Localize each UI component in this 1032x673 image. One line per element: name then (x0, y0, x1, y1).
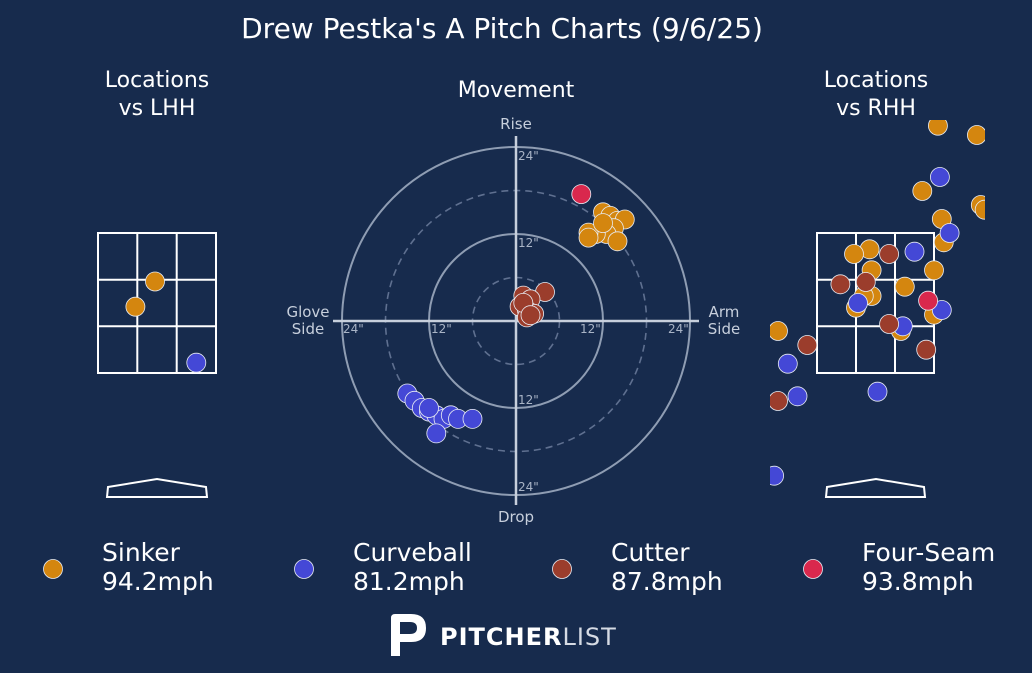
rhh-point-sinker (770, 321, 788, 341)
movement-point-curveball (419, 398, 439, 418)
legend-marker-four-seam (803, 559, 823, 579)
rhh-point-cutter (855, 272, 876, 292)
rhh-points (726, 120, 985, 486)
movement-points (397, 184, 635, 444)
rhh-point-curveball (867, 381, 888, 402)
rhh-point-curveball (787, 386, 808, 407)
brand-text: PITCHERLIST (440, 623, 617, 651)
rhh-point-sinker (967, 125, 985, 145)
glove-side-label-line1: Glove (286, 303, 329, 321)
arm-side-label-line2: Side (708, 320, 740, 338)
drop-label: Drop (498, 508, 534, 526)
lhh-point-sinker (125, 296, 146, 317)
legend-label-cutter: Cutter (611, 538, 690, 567)
rhh-point-cutter (916, 339, 937, 360)
lhh-panel: Locations vs LHH (97, 68, 217, 498)
rhh-point-curveball (931, 300, 952, 320)
chart-title: Drew Pestka's A Pitch Charts (9/6/25) (241, 12, 763, 45)
movement-point-sinker (593, 213, 613, 234)
legend-velo-sinker: 94.2mph (102, 567, 214, 596)
legend-velo-cutter: 87.8mph (611, 567, 723, 596)
movement-point-sinker (607, 231, 628, 252)
rhh-point-cutter (879, 244, 899, 264)
movement-point-curveball (462, 408, 483, 429)
legend-marker-cutter (552, 559, 572, 579)
rhh-point-four-seam (918, 290, 938, 311)
rhh-point-cutter (879, 314, 899, 334)
ring-label-right-24: 24" (668, 322, 689, 336)
rhh-point-sinker (928, 120, 948, 136)
ring-label-bottom-12: 12" (518, 393, 539, 407)
movement-point-sinker (578, 227, 599, 248)
rhh-point-curveball (939, 223, 960, 243)
pitcherlist-logo: PITCHERLIST (391, 614, 617, 656)
ring-label-left-24: 24" (343, 322, 364, 336)
rhh-point-sinker (974, 199, 985, 220)
legend-velo-curveball: 81.2mph (353, 567, 465, 596)
rhh-point-curveball (777, 353, 798, 374)
rise-label: Rise (500, 115, 532, 133)
rhh-point-cutter (770, 391, 788, 411)
movement-title: Movement (458, 78, 575, 103)
rhh-point-curveball (770, 465, 784, 486)
lhh-point-curveball (186, 352, 207, 373)
rhh-point-sinker (844, 244, 864, 264)
ring-label-top-24: 24" (518, 149, 539, 163)
movement-point-cutter (520, 305, 541, 326)
rhh-panel: Locations vs RHH (726, 68, 985, 498)
glove-side-label-line2: Side (292, 320, 324, 338)
brand-light: LIST (562, 623, 616, 651)
legend-marker-curveball (294, 559, 314, 579)
ring-label-left-12: 12" (431, 322, 452, 336)
legend-marker-sinker (43, 559, 63, 579)
rhh-point-cutter (797, 335, 818, 355)
movement-point-four-seam (571, 184, 592, 205)
arm-side-label-line1: Arm (709, 303, 740, 321)
legend-label-sinker: Sinker (102, 538, 181, 567)
lhh-strike-zone (97, 232, 217, 374)
rhh-point-sinker (924, 260, 944, 281)
lhh-points (125, 271, 207, 373)
rhh-point-cutter (830, 274, 851, 295)
pitcherlist-p-icon (391, 614, 426, 656)
lhh-title-line2: vs LHH (119, 96, 196, 121)
rhh-point-sinker (894, 276, 915, 297)
lhh-home-plate (105, 477, 209, 498)
legend-label-curveball: Curveball (353, 538, 472, 567)
lhh-point-sinker (145, 271, 165, 292)
rhh-title-line2: vs RHH (836, 96, 916, 121)
rhh-point-curveball (848, 293, 868, 313)
ring-label-right-12: 12" (580, 322, 601, 336)
lhh-title-line1: Locations (105, 68, 210, 93)
legend-label-four-seam: Four-Seam (862, 538, 995, 567)
ring-label-bottom-24: 24" (518, 480, 539, 494)
ring-label-top-12: 12" (518, 236, 539, 250)
movement-point-curveball (426, 423, 447, 444)
rhh-point-curveball (904, 241, 925, 262)
rhh-point-sinker (912, 181, 933, 201)
movement-panel: Movement Rise Drop Glove Side Arm Side 2… (286, 78, 740, 526)
rhh-title-line1: Locations (824, 68, 929, 93)
brand-bold: PITCHER (440, 623, 562, 651)
rhh-point-curveball (930, 167, 950, 187)
rhh-point-curveball (726, 343, 745, 362)
rhh-home-plate (824, 477, 927, 498)
legend-velo-four-seam: 93.8mph (862, 567, 974, 596)
